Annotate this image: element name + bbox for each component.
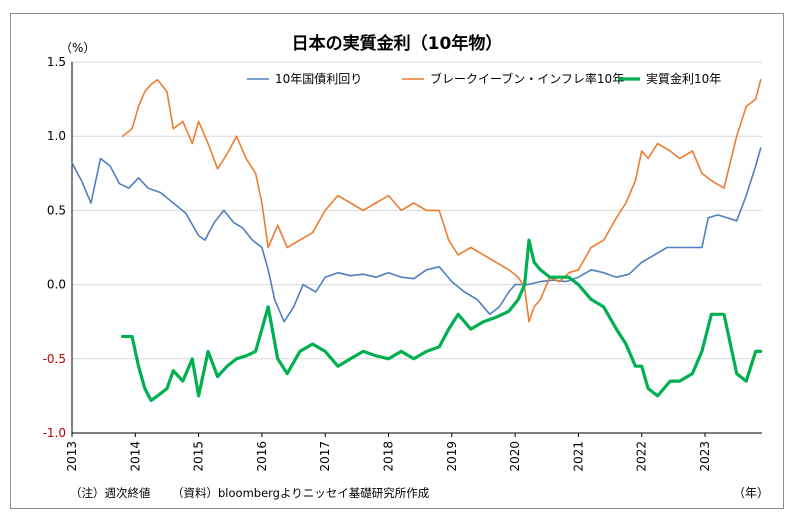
x-tick-label: 2014	[128, 441, 142, 472]
series-line-2	[121, 79, 762, 323]
x-tick-label: 2021	[571, 441, 585, 472]
series-lines	[71, 79, 763, 402]
y-tick-labels: 1.5 1.0 0.5 0.0 -0.5 -1.0	[43, 55, 66, 440]
chart-frame	[10, 13, 784, 509]
series-line-3	[121, 238, 763, 402]
series-line-1	[71, 147, 762, 323]
y-tick-label: 1.0	[47, 129, 66, 143]
footnote-source: （注）週次終値	[70, 486, 151, 500]
legend-label-1: 10年国債利回り	[275, 71, 362, 86]
y-axis-label: （%）	[60, 41, 95, 55]
x-tick-label: 2015	[192, 441, 206, 472]
legend: 10年国債利回り ブレークイーブン・インフレ率10年 実質金利10年	[247, 71, 721, 86]
x-axis-label: （年）	[733, 486, 769, 500]
axes	[71, 62, 762, 437]
x-tick-label: 2023	[698, 441, 712, 472]
grid	[72, 61, 762, 360]
y-tick-label: 0.0	[47, 278, 66, 292]
chart-title: 日本の実質金利（10年物）	[292, 33, 503, 54]
legend-label-2: ブレークイーブン・インフレ率10年	[430, 71, 624, 86]
x-tick-label: 2016	[255, 441, 269, 472]
footnote-data-source: （資料）bloombergよりニッセイ基礎研究所作成	[172, 486, 430, 500]
x-tick-label: 2020	[508, 441, 522, 472]
x-tick-label: 2022	[635, 441, 649, 472]
y-tick-label: 1.5	[47, 55, 66, 69]
y-tick-label: -1.0	[43, 426, 66, 440]
y-tick-label: -0.5	[43, 352, 66, 366]
legend-label-3: 実質金利10年	[646, 71, 721, 86]
x-tick-labels: 2013 2014 2015 2016 2017 2018 2019 2020 2021 2022…	[65, 441, 712, 472]
x-tick-label: 2017	[318, 441, 332, 472]
x-tick-label: 2019	[445, 441, 459, 472]
x-tick-label: 2018	[382, 441, 396, 472]
x-tick-label: 2013	[65, 441, 79, 472]
y-tick-label: 0.5	[47, 203, 66, 217]
